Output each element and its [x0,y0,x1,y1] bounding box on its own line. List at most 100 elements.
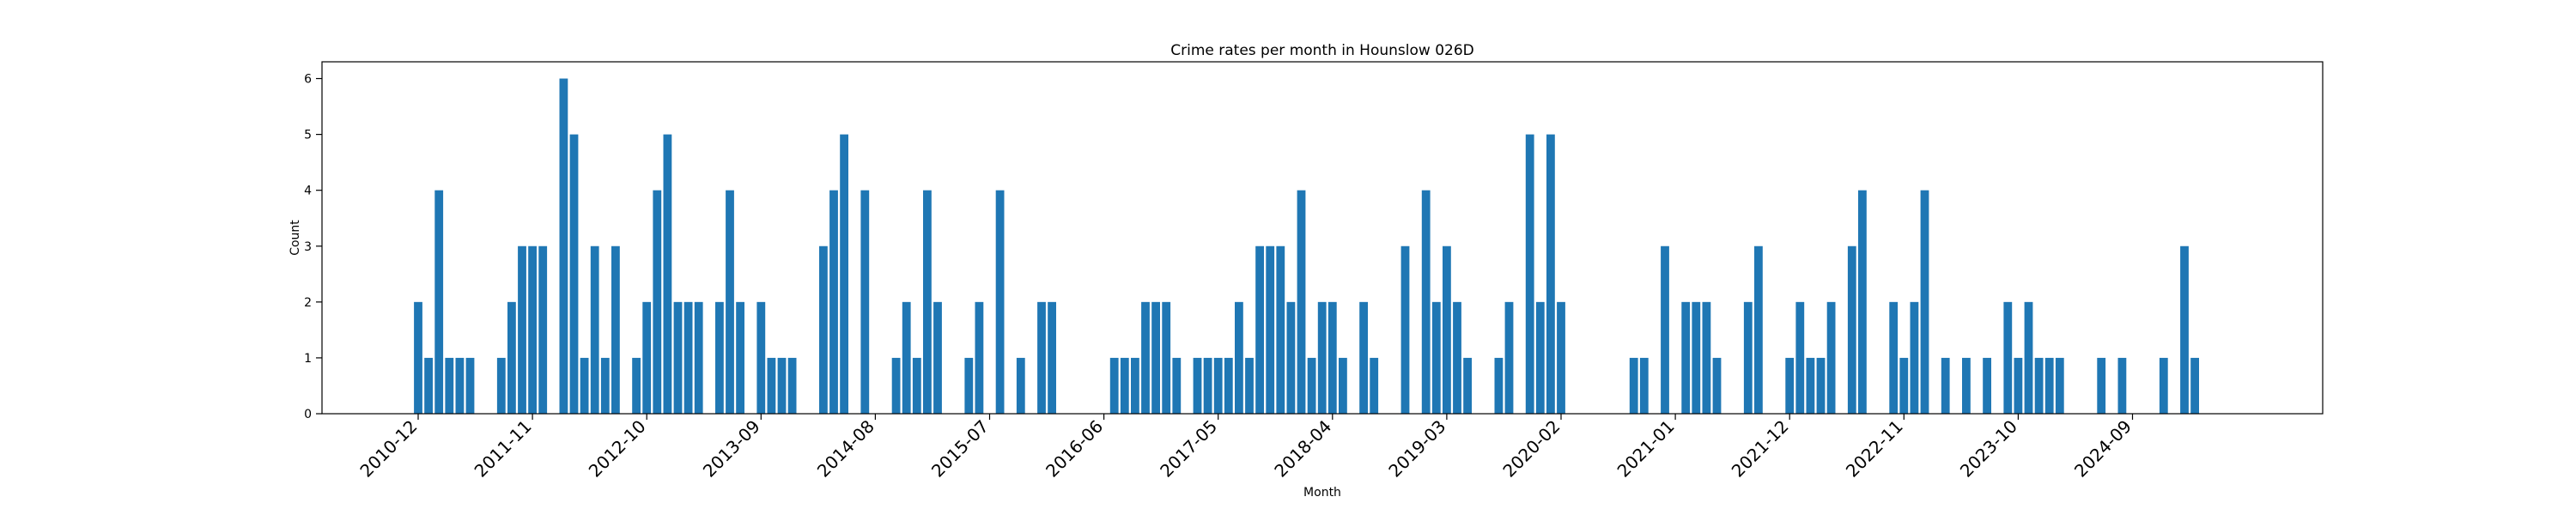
bar-2021-04 [1702,301,1711,414]
bar-2022-10 [1889,301,1899,414]
bar-2019-12 [1535,301,1545,414]
bar-2020-09 [1629,357,1638,414]
bar-2015-10 [1016,357,1025,414]
y-axis: 0 1 2 3 4 5 6 [304,73,322,421]
bar-2011-09 [507,301,516,414]
bar-2025-02 [2180,245,2189,414]
bar-2021-12 [1785,357,1795,414]
bar-2023-12 [2034,357,2044,414]
y-tick-label: 2 [304,296,312,310]
bar-2018-07 [1359,301,1368,414]
bar-2024-02 [2055,357,2064,414]
y-tick-label: 0 [304,408,312,421]
bar-2012-12 [663,134,672,414]
bar-2017-07 [1235,301,1243,414]
bar-2020-12 [1661,245,1669,414]
bar-2018-04 [1327,301,1337,414]
bar-2017-10 [1266,245,1275,414]
bar-2013-01 [673,301,683,414]
bar-2017-12 [1286,301,1296,414]
bar-2020-02 [1557,301,1565,414]
bar-2015-12 [1037,301,1046,414]
bar-2013-11 [777,357,787,414]
plot-area-frame [321,61,2324,415]
bar-2017-08 [1245,357,1254,414]
bar-2023-09 [2003,301,2013,414]
bar-2011-05 [465,357,475,414]
bar-2013-02 [683,301,693,414]
chart-title: Crime rates per month in Hounslow 026D [1170,42,1473,59]
bar-2013-06 [726,190,734,414]
bar-2019-11 [1525,134,1534,414]
bar-2016-09 [1131,357,1139,414]
bar-2019-05 [1463,357,1472,414]
bar-2014-12 [912,357,921,414]
bar-2020-01 [1546,134,1555,414]
bar-2018-11 [1400,245,1410,414]
bar-2012-05 [590,245,599,414]
y-tick-label: 5 [304,129,312,142]
bar-2012-10 [642,301,652,414]
bar-2023-03 [1941,357,1950,414]
bar-2025-03 [2190,357,2199,414]
bar-2023-07 [1983,357,1991,414]
bar-2023-11 [2024,301,2033,414]
bar-2015-01 [923,190,932,414]
bar-2014-04 [829,190,838,414]
bar-2017-06 [1224,357,1233,414]
bar-2024-12 [2159,357,2168,414]
bar-2014-05 [840,134,848,414]
bar-2012-11 [653,190,662,414]
bar-2013-07 [736,301,744,414]
bar-2016-12 [1162,301,1171,414]
bar-2018-08 [1370,357,1379,414]
bar-2016-08 [1120,357,1129,414]
bar-2017-09 [1255,245,1264,414]
bar-2020-10 [1639,357,1649,414]
bar-2012-07 [611,245,620,414]
bar-2013-03 [694,301,703,414]
bar-2022-01 [1795,301,1805,414]
bar-2013-09 [756,301,766,414]
bar-2013-05 [715,301,724,414]
bar-2013-10 [767,357,776,414]
bar-2023-05 [1962,357,1971,414]
bar-2019-01 [1421,190,1431,414]
bar-2016-07 [1109,357,1119,414]
bar-2017-05 [1213,357,1223,414]
bar-2019-04 [1453,301,1461,414]
bar-2024-08 [2117,357,2127,414]
y-tick-label: 1 [304,352,312,366]
bar-2015-05 [964,357,974,414]
bar-2019-03 [1443,245,1451,414]
bar-2012-03 [569,134,579,414]
bar-2023-10 [2014,357,2023,414]
bar-2022-03 [1816,357,1826,414]
bar-2018-02 [1307,357,1316,414]
x-axis-label: Month [1303,486,1341,500]
bar-2022-06 [1847,245,1856,414]
bar-2012-02 [559,78,568,415]
bar-2011-12 [538,245,548,414]
bar-2021-05 [1712,357,1722,414]
bar-2016-01 [1048,301,1056,414]
bar-2023-01 [1920,190,1929,414]
bar-2017-11 [1276,245,1285,414]
bar-2022-07 [1858,190,1867,414]
bar-2010-12 [414,301,422,414]
bar-2017-01 [1172,357,1182,414]
bar-2014-07 [860,190,870,414]
bar-2014-10 [891,357,901,414]
bar-2021-09 [1754,245,1763,414]
bars-group [414,78,2199,415]
y-tick-label: 6 [304,73,312,87]
bar-2024-06 [2097,357,2106,414]
y-axis-label: Count [289,220,302,256]
bar-2019-08 [1494,357,1504,414]
y-tick-label: 4 [304,185,312,198]
bar-2012-06 [600,357,610,414]
bar-2024-01 [2044,357,2054,414]
bar-2018-01 [1297,190,1306,414]
